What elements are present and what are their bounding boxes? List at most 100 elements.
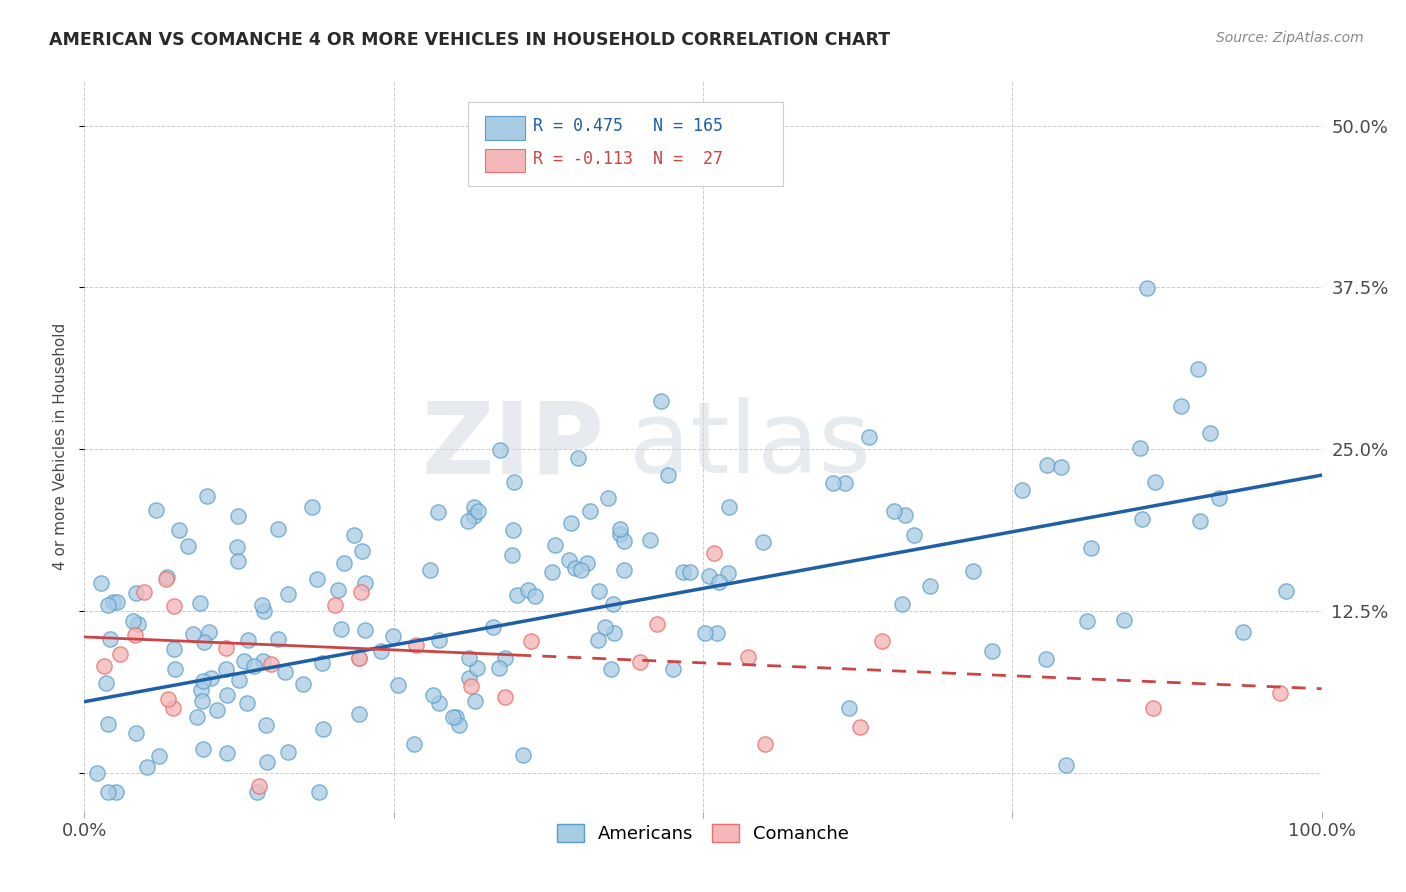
Point xyxy=(382,629,405,643)
Point xyxy=(457,650,479,665)
Point xyxy=(277,587,299,601)
Point xyxy=(441,710,464,724)
Point xyxy=(503,475,526,489)
Point xyxy=(482,620,505,634)
Point xyxy=(343,528,366,542)
Point xyxy=(709,575,731,590)
Point xyxy=(122,614,145,628)
Point xyxy=(427,633,450,648)
Point xyxy=(205,703,228,717)
Point xyxy=(125,726,148,740)
Point xyxy=(858,430,880,444)
Point xyxy=(645,617,668,632)
Point xyxy=(1036,458,1059,472)
Point xyxy=(90,576,112,591)
Point xyxy=(188,596,211,610)
Point xyxy=(354,576,377,591)
Point xyxy=(1011,483,1033,497)
Point xyxy=(333,556,356,570)
Point xyxy=(962,564,984,578)
Point xyxy=(86,766,108,780)
Point xyxy=(233,654,256,668)
Point xyxy=(155,572,177,586)
Point xyxy=(1268,686,1291,700)
Point xyxy=(215,662,238,676)
Point xyxy=(463,509,485,524)
Point xyxy=(718,500,741,514)
Point xyxy=(579,503,602,517)
Point xyxy=(198,625,221,640)
Point xyxy=(347,651,370,665)
Point xyxy=(1275,584,1298,599)
Point xyxy=(693,626,716,640)
Point xyxy=(523,589,546,603)
Point xyxy=(191,673,214,688)
Point xyxy=(190,683,212,698)
Point xyxy=(593,620,616,634)
Point xyxy=(609,522,631,536)
Point xyxy=(494,650,516,665)
Point xyxy=(108,647,131,661)
Point xyxy=(247,779,270,793)
Point xyxy=(156,570,179,584)
Point xyxy=(236,697,259,711)
Point xyxy=(350,584,373,599)
Point xyxy=(308,785,330,799)
Text: ZIP: ZIP xyxy=(422,398,605,494)
Point xyxy=(252,654,274,668)
Point xyxy=(181,627,204,641)
Point xyxy=(564,561,586,575)
Point xyxy=(312,722,335,736)
Point xyxy=(613,534,636,549)
Point xyxy=(1080,541,1102,556)
Point xyxy=(215,641,238,656)
Point xyxy=(191,741,214,756)
Text: Source: ZipAtlas.com: Source: ZipAtlas.com xyxy=(1216,31,1364,45)
Point xyxy=(347,707,370,722)
Point xyxy=(1035,652,1057,666)
Point xyxy=(494,690,516,704)
Point xyxy=(105,595,128,609)
Point xyxy=(679,565,702,579)
Point xyxy=(488,660,510,674)
Point xyxy=(628,656,651,670)
Point xyxy=(1143,475,1166,489)
Point xyxy=(347,651,370,665)
Point xyxy=(517,583,540,598)
Text: R = 0.475   N = 165: R = 0.475 N = 165 xyxy=(533,117,724,135)
Point xyxy=(429,696,451,710)
Point xyxy=(457,671,479,685)
FancyBboxPatch shape xyxy=(468,103,783,186)
Point xyxy=(1170,399,1192,413)
Point xyxy=(1076,614,1098,628)
Point xyxy=(838,700,860,714)
Point xyxy=(267,522,290,536)
Point xyxy=(488,443,510,458)
Legend: Americans, Comanche: Americans, Comanche xyxy=(550,816,856,850)
Point xyxy=(274,665,297,680)
Point xyxy=(1208,491,1230,506)
Point xyxy=(1142,700,1164,714)
Point xyxy=(186,710,208,724)
Point xyxy=(609,527,631,541)
Point xyxy=(163,641,186,656)
Point xyxy=(402,737,425,751)
Point xyxy=(600,662,623,676)
Point xyxy=(752,535,775,549)
Point xyxy=(228,509,250,524)
Point xyxy=(225,540,247,554)
FancyBboxPatch shape xyxy=(485,149,524,172)
Point xyxy=(200,671,222,685)
Point xyxy=(96,785,118,799)
Point xyxy=(162,700,184,714)
Point xyxy=(134,584,156,599)
Point xyxy=(163,599,186,614)
Point xyxy=(703,546,725,560)
Point xyxy=(662,662,685,676)
Point xyxy=(93,658,115,673)
Point xyxy=(387,678,409,692)
Point xyxy=(422,688,444,702)
Point xyxy=(136,760,159,774)
Point xyxy=(191,693,214,707)
Point xyxy=(215,688,238,702)
